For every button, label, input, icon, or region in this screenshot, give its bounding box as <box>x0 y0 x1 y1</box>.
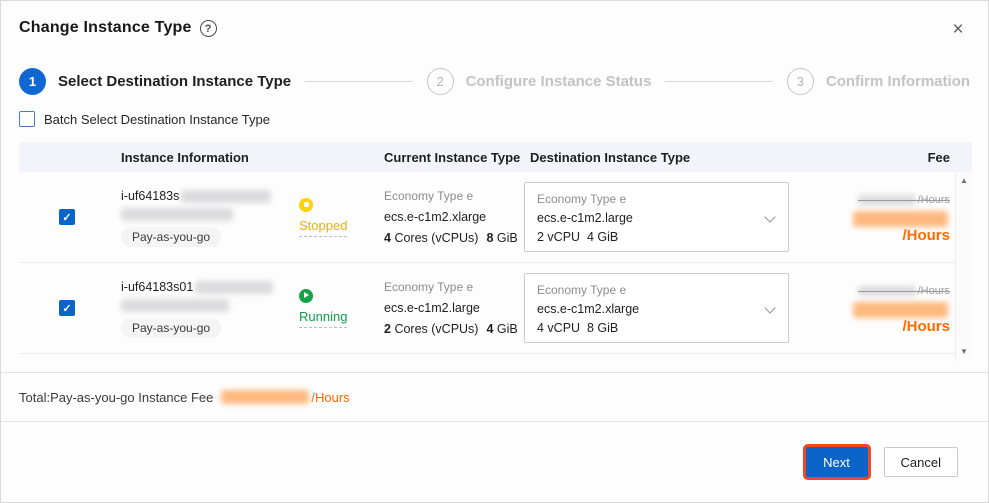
total-fee-suffix: /Hours <box>311 389 350 405</box>
destination-config: 4 vCPU 8 GiB <box>537 321 619 335</box>
step-label: Select Destination Instance Type <box>58 72 292 90</box>
redacted-instance-id <box>181 189 272 203</box>
chevron-down-icon <box>764 302 776 314</box>
current-instance-type-cell: Economy Type e ecs.e-c1m2.xlarge 4 Cores… <box>384 186 524 249</box>
row-checkbox-cell: ✓ <box>19 300 115 316</box>
chevron-down-icon <box>764 211 776 223</box>
current-family: Economy Type e <box>384 188 474 203</box>
destination-cell: Economy Type e ecs.e-c1m2.large 2 vCPU 4… <box>524 182 814 252</box>
help-icon[interactable]: ? <box>199 20 217 37</box>
fee-cell: /Hours /Hours <box>814 190 951 244</box>
column-header-instance-information: Instance Information <box>121 149 249 165</box>
fee-original: /Hours <box>857 194 951 206</box>
redacted-fee <box>853 211 948 228</box>
table-row: ✓ i-uf64183s01 Pay-as-you-go Running Eco… <box>19 263 972 354</box>
destination-instance-type-select[interactable]: Economy Type e ecs.e-c1m2.xlarge 4 vCPU … <box>524 273 789 343</box>
page-title: Change Instance Type <box>19 19 192 36</box>
current-config: 2 Cores (vCPUs) 4 GiB <box>384 321 518 336</box>
step-indicator: 1 Select Destination Instance Type 2 Con… <box>19 61 970 101</box>
table-scrollbar[interactable]: ▲ ▼ <box>955 172 972 361</box>
instance-id: i-uf64183s01 <box>121 280 194 294</box>
current-spec: ecs.e-c1m2.large <box>384 300 480 315</box>
fee-cell: /Hours /Hours <box>814 281 951 335</box>
status-cell: Stopped <box>299 197 384 237</box>
billing-tag: Pay-as-you-go <box>121 227 222 247</box>
instance-info-cell: i-uf64183s01 Pay-as-you-go <box>115 278 299 338</box>
fee-new: /Hours <box>814 210 950 244</box>
step-number-badge: 3 <box>786 67 814 95</box>
column-header-current-instance-type: Current Instance Type <box>384 149 521 165</box>
current-instance-type-cell: Economy Type e ecs.e-c1m2.large 2 Cores … <box>384 277 524 340</box>
cancel-button[interactable]: Cancel <box>883 447 958 477</box>
fee-new: /Hours <box>814 301 950 335</box>
column-header-fee: Fee <box>927 149 950 165</box>
redacted-instance-name <box>121 298 229 312</box>
destination-instance-type-select[interactable]: Economy Type e ecs.e-c1m2.large 2 vCPU 4… <box>524 182 789 252</box>
status-stopped-icon <box>299 197 313 212</box>
destination-spec: ecs.e-c1m2.xlarge <box>537 302 640 316</box>
current-spec: ecs.e-c1m2.xlarge <box>384 209 487 224</box>
row-checkbox[interactable]: ✓ <box>59 300 75 316</box>
step-number-badge: 2 <box>426 67 454 95</box>
status-text[interactable]: Stopped <box>299 218 348 237</box>
destination-cell: Economy Type e ecs.e-c1m2.xlarge 4 vCPU … <box>524 273 814 343</box>
close-icon[interactable]: × <box>952 19 964 40</box>
step-select-destination: 1 Select Destination Instance Type <box>19 67 292 95</box>
redacted-fee <box>857 195 916 206</box>
destination-family: Economy Type e <box>537 283 627 297</box>
redacted-total-fee <box>221 390 310 404</box>
status-running-icon <box>299 288 313 303</box>
step-label: Confirm Information <box>825 72 971 90</box>
batch-select-checkbox[interactable] <box>19 111 35 127</box>
table-header-row: Instance Information Current Instance Ty… <box>19 142 972 172</box>
billing-tag: Pay-as-you-go <box>121 318 222 338</box>
dialog-footer: Next Cancel <box>1 422 988 502</box>
step-connector <box>305 80 413 82</box>
current-config: 4 Cores (vCPUs) 8 GiB <box>384 230 518 245</box>
batch-select-row: Batch Select Destination Instance Type <box>19 101 970 137</box>
redacted-fee <box>853 302 948 319</box>
step-configure-status: 2 Configure Instance Status <box>426 67 652 95</box>
step-label: Configure Instance Status <box>465 72 652 90</box>
total-fee-label: Total:Pay-as-you-go Instance Fee <box>19 389 214 405</box>
batch-select-label: Batch Select Destination Instance Type <box>44 111 270 127</box>
dialog-header: Change Instance Type ? <box>1 1 988 51</box>
instance-id: i-uf64183s <box>121 189 180 203</box>
step-number-badge: 1 <box>19 67 46 95</box>
table-bottom-padding <box>19 354 972 362</box>
spacer <box>1 362 988 372</box>
step-confirm-information: 3 Confirm Information <box>786 67 971 95</box>
redacted-fee <box>857 286 916 297</box>
table-row: ✓ i-uf64183s Pay-as-you-go Stopped Econo… <box>19 172 972 263</box>
status-cell: Running <box>299 288 384 328</box>
destination-spec: ecs.e-c1m2.large <box>537 211 633 225</box>
destination-family: Economy Type e <box>537 192 627 206</box>
current-family: Economy Type e <box>384 279 474 294</box>
scroll-down-icon[interactable]: ▼ <box>960 347 968 356</box>
row-checkbox[interactable]: ✓ <box>59 209 75 225</box>
row-checkbox-cell: ✓ <box>19 209 115 225</box>
total-fee-bar: Total:Pay-as-you-go Instance Fee /Hours <box>1 372 988 422</box>
fee-original: /Hours <box>857 285 951 297</box>
step-connector <box>665 80 773 82</box>
instance-table: Instance Information Current Instance Ty… <box>19 142 972 362</box>
status-text[interactable]: Running <box>299 309 348 328</box>
redacted-instance-id <box>195 280 274 294</box>
scroll-up-icon[interactable]: ▲ <box>960 176 968 185</box>
next-button[interactable]: Next <box>805 447 868 477</box>
column-header-destination-instance-type: Destination Instance Type <box>530 149 691 165</box>
instance-info-cell: i-uf64183s Pay-as-you-go <box>115 187 299 247</box>
redacted-instance-name <box>121 207 233 221</box>
destination-config: 2 vCPU 4 GiB <box>537 230 619 244</box>
